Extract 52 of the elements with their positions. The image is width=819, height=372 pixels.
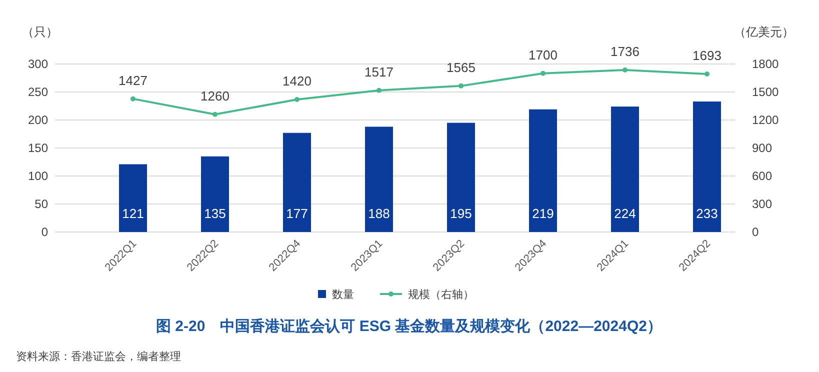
data-label: 1517 [364, 64, 394, 80]
data-label: 233 [696, 206, 718, 221]
data-label: 224 [614, 206, 636, 221]
y-tick-label: 0 [41, 225, 48, 239]
bar [693, 102, 721, 232]
point [540, 70, 546, 76]
data-label: 1565 [446, 60, 476, 75]
data-label: 1700 [528, 47, 558, 62]
point [294, 96, 300, 102]
bar [365, 126, 393, 232]
data-label: 1260 [200, 88, 230, 104]
point [622, 67, 628, 72]
y2-tick-label: 900 [752, 141, 772, 155]
y2-tick-label: 1800 [752, 57, 780, 71]
point [458, 83, 464, 88]
point [704, 71, 710, 76]
legend-label: 规模（右轴） [408, 288, 474, 301]
y-tick-label: 50 [34, 197, 48, 211]
data-label: 188 [368, 206, 390, 221]
data-label: 1420 [282, 73, 312, 88]
bar [201, 156, 229, 232]
data-label: 121 [122, 206, 144, 221]
data-label: 1427 [118, 72, 148, 88]
bar [119, 164, 147, 232]
bar [447, 122, 475, 232]
point [376, 88, 382, 93]
y-tick-label: 300 [28, 57, 48, 71]
point [212, 112, 218, 117]
y-tick-label: 200 [28, 113, 48, 127]
legend-label: 数量 [332, 289, 354, 301]
text: 图 2-20 中国香港证监会认可 ESG 基金数量及规模变化（2022—2024Q2） [156, 317, 662, 335]
data-label: 219 [532, 206, 554, 221]
point [130, 96, 136, 102]
y2-tick-label: 1500 [752, 85, 780, 99]
bar [283, 132, 311, 232]
data-label: 1693 [692, 48, 722, 63]
y-tick-label: 250 [28, 85, 48, 99]
y-tick-label: 150 [28, 141, 48, 155]
data-label: 195 [450, 206, 472, 221]
y2-tick-label: 1200 [752, 113, 780, 127]
data-label: 135 [204, 206, 226, 221]
bar [529, 109, 557, 232]
data-label: 177 [286, 206, 308, 221]
y2-tick-label: 600 [752, 169, 772, 183]
y2-axis-title: （亿美元） [734, 25, 794, 39]
bar [611, 106, 639, 232]
y2-tick-label: 300 [752, 197, 772, 211]
y-axis-title: （只） [22, 25, 58, 39]
y2-tick-label: 0 [752, 225, 759, 239]
data-label: 1736 [610, 44, 640, 59]
y-tick-label: 100 [28, 169, 48, 183]
text: 资料来源：香港证监会，编者整理 [16, 350, 181, 363]
